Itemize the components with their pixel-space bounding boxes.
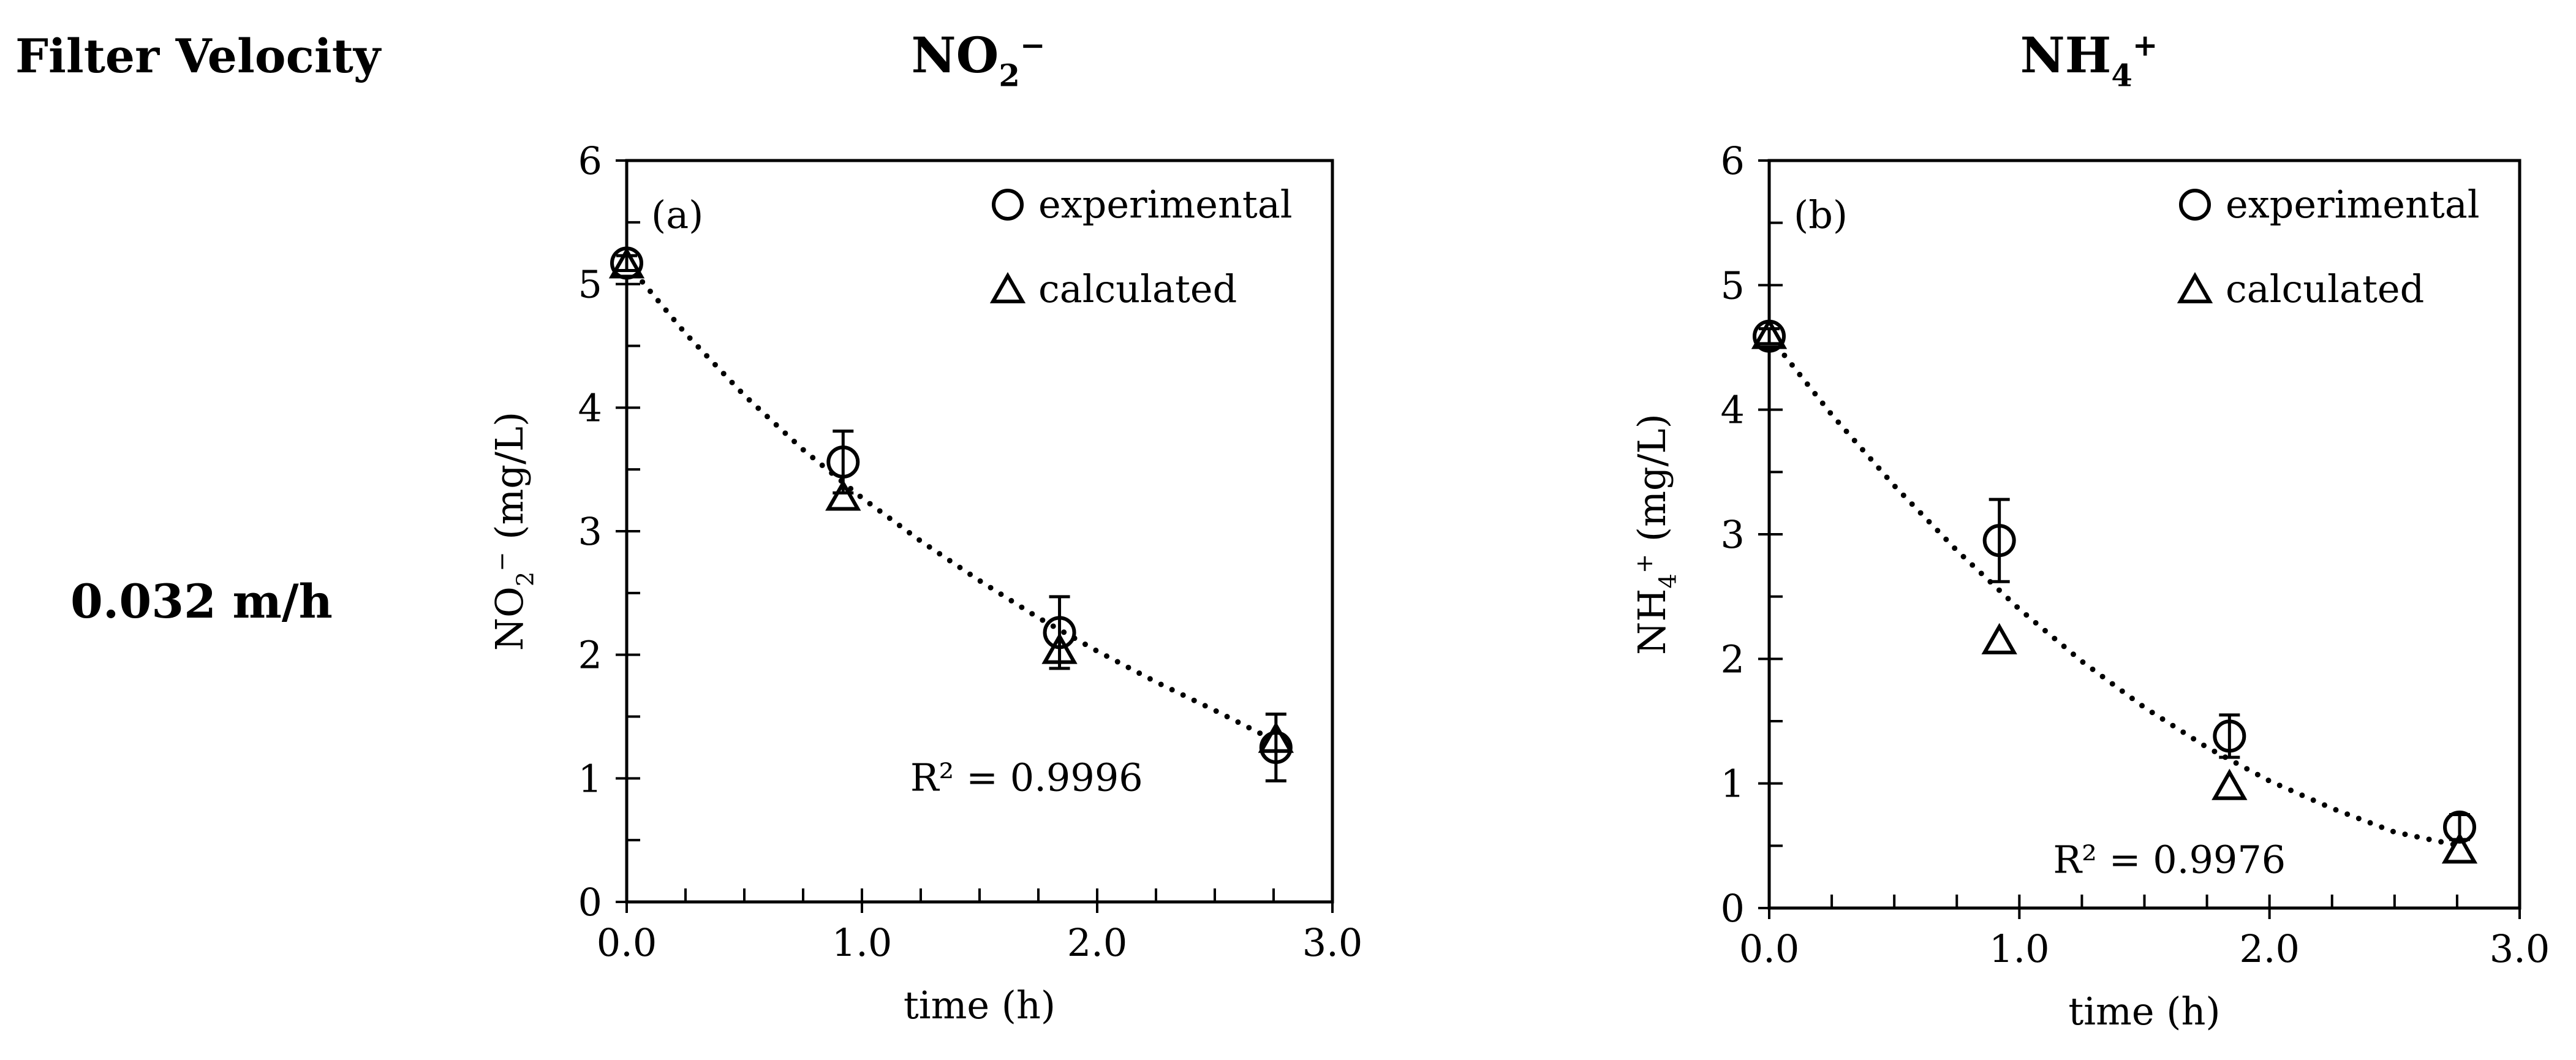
x-tick-label: 1.0 (832, 920, 893, 965)
calculated-point (2212, 768, 2248, 800)
x-tick-label: 2.0 (2239, 926, 2300, 971)
panel-label: (b) (1794, 192, 1848, 237)
y-tick-label: 0 (578, 880, 602, 925)
legend-marker-experimental (992, 189, 1024, 221)
column-title: NO2− (912, 26, 1046, 93)
legend-label-experimental: experimental (2226, 182, 2480, 227)
legend-marker-calculated (2177, 271, 2213, 303)
y-tick-label: 4 (1721, 388, 1745, 433)
row-header-value: 0.032 m/h (70, 574, 333, 629)
y-tick-label: 4 (578, 385, 602, 430)
r-squared-label: R² = 0.9976 (2053, 838, 2286, 882)
experimental-point (2213, 719, 2246, 753)
panel-label: (a) (651, 192, 703, 237)
calculated-point (825, 479, 861, 511)
y-tick-label: 2 (578, 633, 602, 678)
y-tick-label: 6 (578, 138, 602, 183)
y-tick-label: 2 (1721, 637, 1745, 681)
y-tick-label: 0 (1721, 886, 1745, 931)
experimental-point (1043, 616, 1076, 649)
chart-panel-b: NH4+ 0.0 1.0 2.0 3.0 0 1 2 3 4 5 6 time (h) NH4+ (mg/… (1630, 26, 2550, 1034)
y-tick-label: 1 (578, 756, 602, 801)
y-axis-label: NH4+ (mg/L) (1630, 414, 1682, 655)
experimental-point (1753, 319, 1786, 353)
column-title: NH4+ (2020, 26, 2158, 93)
x-tick-label: 3.0 (2490, 926, 2550, 971)
calculated-point (2441, 832, 2478, 864)
x-tick-label: 0.0 (1739, 926, 1800, 971)
chart-panel-a: NO2− 0.0 1.0 2.0 3.0 0 1 2 3 4 5 6 time (h) NO2− (mg/… (487, 26, 1362, 1028)
experimental-point (1259, 730, 1293, 764)
experimental-point (2443, 810, 2476, 844)
y-tick-label: 6 (1721, 138, 1745, 183)
row-header-label: Filter Velocity (15, 29, 382, 83)
legend-label-calculated: calculated (1038, 267, 1237, 311)
experimental-point (1982, 524, 2016, 558)
calculated-point (1981, 623, 2017, 654)
x-axis-label: time (h) (2068, 989, 2220, 1034)
experimental-point (610, 246, 643, 280)
y-tick-label: 3 (1721, 512, 1745, 557)
x-tick-label: 1.0 (1989, 926, 2050, 971)
legend-label-calculated: calculated (2226, 267, 2424, 311)
y-axis-label: NO2− (mg/L) (487, 412, 539, 651)
legend-marker-calculated (989, 271, 1026, 303)
x-axis-label: time (h) (904, 983, 1056, 1028)
x-tick-label: 2.0 (1067, 920, 1128, 965)
experimental-point (826, 445, 860, 479)
legend-marker-experimental (2179, 189, 2211, 221)
x-tick-label: 0.0 (597, 920, 657, 965)
y-tick-label: 5 (578, 262, 602, 307)
y-tick-label: 3 (578, 509, 602, 554)
y-tick-label: 5 (1721, 263, 1745, 308)
r-squared-label: R² = 0.9996 (910, 755, 1143, 800)
fit-curve (624, 260, 1279, 744)
y-tick-label: 1 (1721, 762, 1745, 806)
x-tick-label: 3.0 (1302, 920, 1363, 965)
fit-curve (1766, 333, 2463, 849)
legend-label-experimental: experimental (1038, 182, 1293, 227)
